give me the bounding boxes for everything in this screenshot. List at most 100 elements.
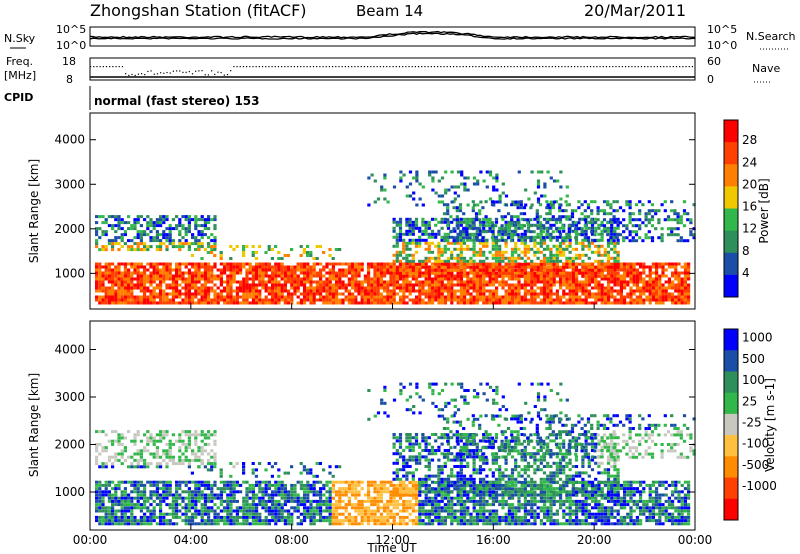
velocity-cell bbox=[335, 490, 339, 494]
freq-sample bbox=[316, 66, 318, 68]
power-cell bbox=[319, 268, 323, 272]
power-cell bbox=[513, 203, 517, 207]
power-cell bbox=[555, 265, 559, 269]
power-cell bbox=[229, 289, 233, 293]
velocity-cell bbox=[328, 522, 332, 526]
power-cell bbox=[152, 268, 156, 272]
power-cell bbox=[367, 268, 371, 272]
power-cell bbox=[603, 286, 607, 290]
velocity-cell bbox=[322, 483, 326, 487]
freq-sample bbox=[650, 66, 652, 68]
power-cell bbox=[561, 239, 565, 243]
power-cell bbox=[639, 271, 643, 275]
velocity-cell bbox=[120, 503, 124, 507]
velocity-cell bbox=[165, 493, 169, 497]
power-cell bbox=[232, 295, 236, 299]
power-cell bbox=[680, 289, 684, 293]
velocity-cell bbox=[194, 490, 198, 494]
velocity-cell bbox=[283, 487, 287, 491]
power-cell bbox=[133, 248, 137, 252]
freq-sample bbox=[150, 70, 152, 72]
power-cell bbox=[529, 236, 533, 240]
power-cell bbox=[578, 268, 582, 272]
velocity-cell bbox=[187, 509, 191, 513]
power-cell bbox=[242, 277, 246, 281]
power-cell bbox=[395, 232, 399, 236]
power-cell bbox=[568, 250, 572, 254]
power-cell bbox=[603, 250, 607, 254]
power-cell bbox=[475, 289, 479, 293]
power-cell bbox=[450, 292, 454, 296]
velocity-cell bbox=[95, 519, 99, 523]
power-cell bbox=[543, 286, 547, 290]
power-cell bbox=[367, 265, 371, 269]
power-cell bbox=[549, 277, 553, 281]
power-cell bbox=[546, 265, 550, 269]
velocity-cell bbox=[165, 496, 169, 500]
power-cell bbox=[578, 301, 582, 305]
velocity-cell bbox=[325, 483, 329, 487]
power-cell bbox=[162, 295, 166, 299]
power-cell bbox=[386, 283, 390, 287]
power-cell bbox=[501, 280, 505, 284]
velocity-cell bbox=[181, 480, 185, 484]
power-cell bbox=[98, 227, 102, 231]
power-cell bbox=[523, 253, 527, 257]
velocity-cell bbox=[261, 480, 265, 484]
power-cell bbox=[133, 268, 137, 272]
velocity-cell bbox=[271, 512, 275, 516]
power-cell bbox=[594, 265, 598, 269]
power-cell bbox=[136, 286, 140, 290]
power-cell bbox=[626, 262, 630, 266]
velocity-cell bbox=[203, 493, 207, 497]
power-cell bbox=[664, 292, 668, 296]
power-cell bbox=[267, 301, 271, 305]
power-cell bbox=[357, 274, 361, 278]
power-cell bbox=[360, 289, 364, 293]
power-cell bbox=[363, 295, 367, 299]
velocity-cell bbox=[123, 503, 127, 507]
velocity-cell bbox=[229, 490, 233, 494]
power-cell bbox=[523, 262, 527, 266]
power-cell bbox=[610, 238, 614, 242]
power-cell bbox=[107, 295, 111, 299]
power-cell bbox=[552, 274, 556, 278]
power-cell bbox=[127, 268, 131, 272]
power-cell bbox=[226, 274, 230, 278]
power-cell bbox=[552, 265, 556, 269]
power-cell bbox=[427, 223, 431, 227]
power-cell bbox=[492, 176, 496, 180]
power-cell bbox=[494, 247, 499, 251]
power-cell bbox=[197, 268, 201, 272]
power-cell bbox=[591, 277, 595, 281]
power-cell bbox=[587, 274, 591, 278]
power-cell bbox=[351, 262, 355, 266]
velocity-cell bbox=[335, 509, 339, 513]
power-cell bbox=[602, 209, 607, 213]
velocity-cell bbox=[264, 506, 268, 510]
velocity-cell bbox=[248, 490, 252, 494]
power-cell bbox=[523, 283, 527, 287]
power-cell bbox=[373, 295, 377, 299]
velocity-cell bbox=[232, 496, 236, 500]
velocity-cell bbox=[117, 522, 121, 526]
freq-sample bbox=[621, 66, 623, 68]
power-cell bbox=[408, 280, 412, 284]
power-cell bbox=[437, 295, 441, 299]
power-cell bbox=[629, 262, 633, 266]
power-cell bbox=[280, 271, 284, 275]
power-cell bbox=[107, 215, 111, 219]
power-cell bbox=[559, 185, 563, 189]
colorbar-segment bbox=[724, 274, 738, 298]
velocity-cell bbox=[280, 490, 284, 494]
power-cell bbox=[495, 280, 499, 284]
velocity-cell bbox=[136, 519, 140, 523]
velocity-cell bbox=[184, 512, 188, 516]
velocity-cell bbox=[264, 499, 268, 503]
power-cell bbox=[469, 262, 473, 266]
power-cell bbox=[450, 256, 454, 260]
power-cell bbox=[309, 289, 313, 293]
power-cell bbox=[191, 280, 195, 284]
power-cell bbox=[517, 301, 521, 305]
power-cell bbox=[536, 271, 540, 275]
